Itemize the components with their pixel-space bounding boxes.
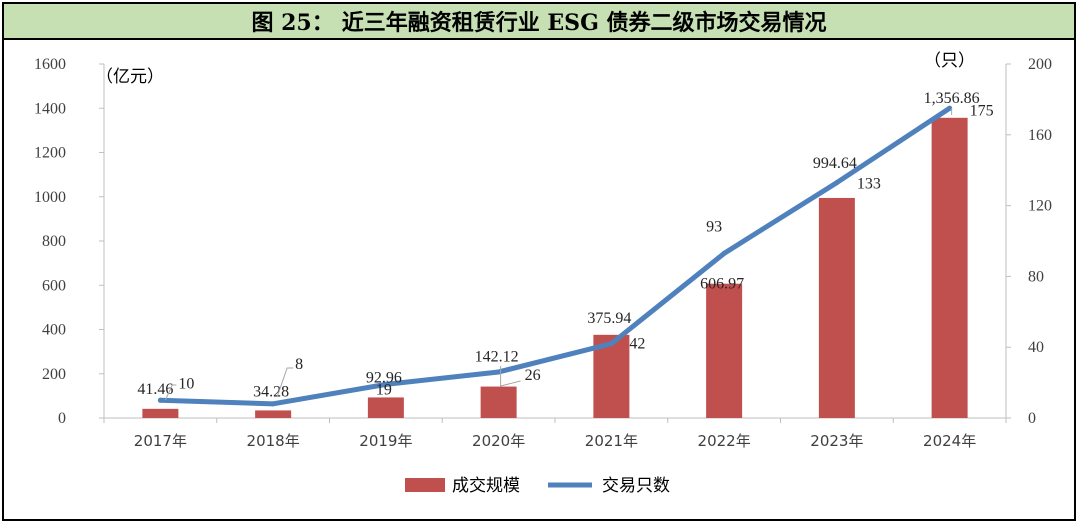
line-point xyxy=(608,341,614,347)
data-labels: 41.46 34.2892.96142.12375.94606.97994.641… xyxy=(137,90,993,401)
legend: 成交规模 交易只数 xyxy=(405,476,670,496)
bar-value-label: 92.96 xyxy=(366,369,402,386)
left-tick-label: 200 xyxy=(42,366,66,383)
right-tick-label: 160 xyxy=(1028,127,1052,144)
bar-value-label: 142.12 xyxy=(475,349,519,366)
line-value-label: 93 xyxy=(706,218,722,235)
right-tick-label: 200 xyxy=(1028,56,1052,73)
bar-value-label: 41.46 xyxy=(137,381,173,398)
figure-number: 图 25： xyxy=(251,10,334,36)
line-series xyxy=(157,105,953,407)
chart-title: 近三年融资租赁行业 ESG 债券二级市场交易情况 xyxy=(341,10,827,36)
x-tick-label: 2018年 xyxy=(247,432,300,450)
bar xyxy=(480,386,517,418)
line-value-label: 175 xyxy=(970,102,994,119)
left-tick-label: 400 xyxy=(42,322,66,339)
bar-value-label: 1,356.86 xyxy=(924,90,980,107)
line-value-label: 133 xyxy=(857,176,881,193)
label-leader-line xyxy=(164,384,177,401)
line-point xyxy=(834,180,840,186)
line-point xyxy=(496,369,502,375)
bar-series xyxy=(142,117,968,418)
title-bar: 图 25： 近三年融资租赁行业 ESG 债券二级市场交易情况 xyxy=(4,4,1074,40)
left-tick-label: 0 xyxy=(58,410,66,427)
legend-bar-swatch xyxy=(405,478,445,492)
bar xyxy=(255,410,292,418)
bar xyxy=(931,117,968,418)
left-axis-unit: （亿元） xyxy=(96,67,164,87)
x-tick-label: 2020年 xyxy=(472,432,525,450)
left-tick-label: 1000 xyxy=(34,189,66,206)
bar-value-label: 34.28 xyxy=(253,383,289,400)
bar xyxy=(367,397,404,418)
right-axis-unit: （只） xyxy=(924,51,975,71)
x-tick-label: 2023年 xyxy=(810,432,863,450)
bar-value-label: 994.64 xyxy=(813,155,857,172)
left-tick-label: 800 xyxy=(42,233,66,250)
x-tick-label: 2022年 xyxy=(698,432,751,450)
legend-bar-label: 成交规模 xyxy=(452,476,520,496)
right-tick-label: 80 xyxy=(1028,268,1044,285)
label-leader-line xyxy=(276,367,294,398)
right-tick-label: 120 xyxy=(1028,198,1052,215)
bar xyxy=(818,197,855,418)
line-point xyxy=(270,401,276,407)
axes: 0 200 400 600 800 1000 1200 1400 1600 0 40 80 120 160… xyxy=(34,56,1052,450)
line-value-label: 19 xyxy=(376,381,392,398)
right-tick-label: 40 xyxy=(1028,339,1044,356)
line-value-label: 10 xyxy=(178,375,194,392)
x-tick-label: 2021年 xyxy=(585,432,638,450)
left-tick-label: 600 xyxy=(42,277,66,294)
bar xyxy=(142,408,179,418)
bar xyxy=(706,283,743,418)
left-tick-label: 1600 xyxy=(34,56,66,73)
line-point xyxy=(157,397,163,403)
left-tick-label: 1400 xyxy=(34,100,66,117)
label-leader-line xyxy=(500,366,521,387)
line-value-label: 8 xyxy=(295,356,303,373)
line-value-label: 26 xyxy=(525,367,541,384)
left-tick-label: 1200 xyxy=(34,145,66,162)
right-tick-label: 0 xyxy=(1028,410,1036,427)
line-value-label: 42 xyxy=(629,336,645,353)
bar-value-label: 606.97 xyxy=(700,276,744,293)
bar-value-label: 375.94 xyxy=(587,310,631,327)
x-tick-label: 2019年 xyxy=(359,432,412,450)
line-point xyxy=(383,381,389,387)
line-path xyxy=(157,105,953,407)
x-tick-label: 2024年 xyxy=(923,432,976,450)
line-point xyxy=(947,105,953,111)
line-point xyxy=(721,250,727,256)
legend-line-label: 交易只数 xyxy=(602,476,670,496)
x-tick-label: 2017年 xyxy=(134,432,187,450)
